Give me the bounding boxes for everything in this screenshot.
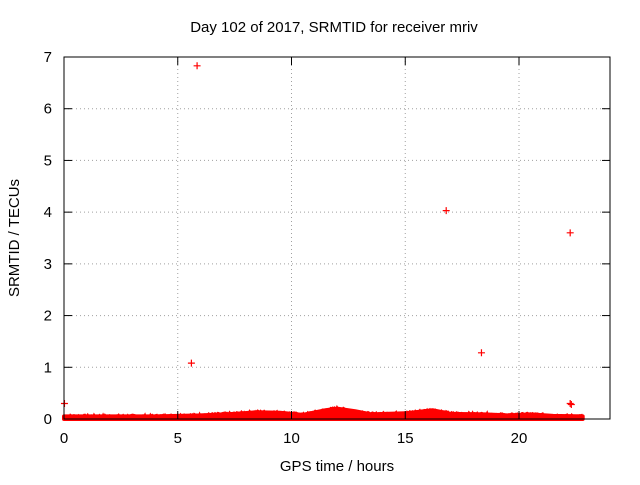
x-tick-labels: 0 5 10 15 20 [60,430,528,447]
data-point [566,399,574,407]
y-tick-label: 3 [44,256,52,273]
chart-title: Day 102 of 2017, SRMTID for receiver mri… [190,19,478,36]
noise-band-edge [63,404,584,419]
data-point [566,229,574,237]
x-axis-label: GPS time / hours [280,458,394,475]
y-tick-label: 2 [44,308,52,325]
data-point [187,359,195,367]
data-point [567,401,575,409]
y-tick-label: 5 [44,152,52,169]
y-tick-label: 1 [44,359,52,376]
y-tick-labels: 0 1 2 3 4 5 6 7 [44,49,52,428]
y-tick-label: 6 [44,101,52,118]
x-tick-label: 10 [283,430,300,447]
x-tick-label: 15 [397,430,414,447]
y-tick-label: 7 [44,49,52,66]
ticks-layer [63,56,610,420]
data-points-layer [60,62,575,409]
noise-band-layer [62,404,585,421]
data-point [442,207,450,215]
y-axis-label: SRMTID / TECUs [6,179,23,297]
x-tick-label: 5 [174,430,182,447]
data-point [193,62,201,70]
y-tick-label: 4 [44,204,52,221]
x-tick-label: 20 [511,430,528,447]
plot-frame [63,56,611,420]
y-tick-label: 0 [44,411,52,428]
data-point [477,349,485,357]
x-tick-label: 0 [60,430,68,447]
grid-layer [64,57,610,419]
